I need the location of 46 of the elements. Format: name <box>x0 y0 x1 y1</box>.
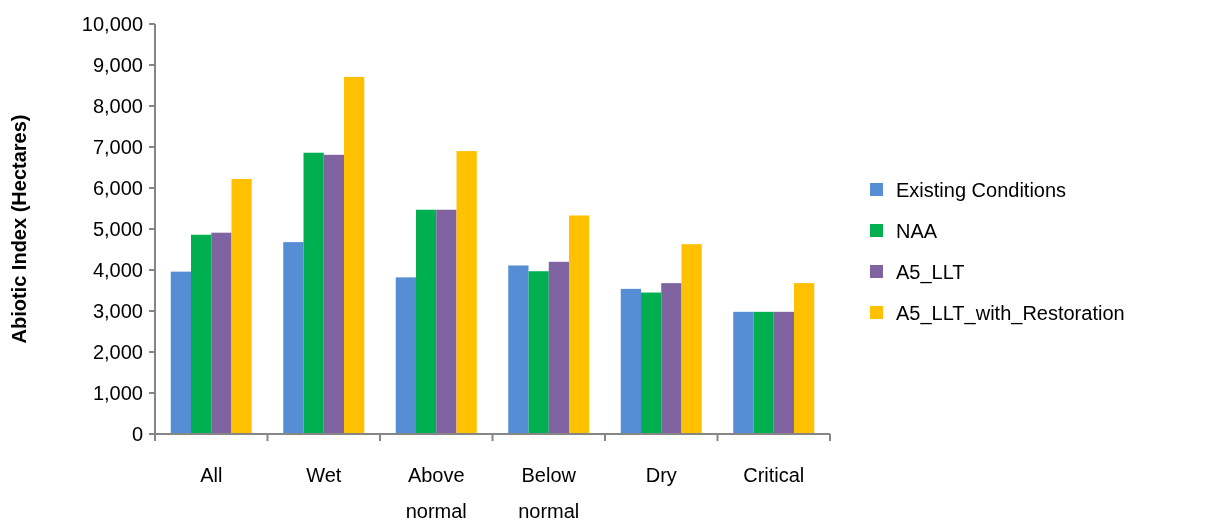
y-tick-label: 2,000 <box>92 341 143 363</box>
x-tick-label: Dry <box>645 464 677 486</box>
bar <box>794 283 815 434</box>
bar <box>733 311 754 434</box>
bar <box>773 311 794 434</box>
bar <box>456 151 477 434</box>
x-tick-label: All <box>200 464 223 486</box>
y-tick-label: 8,000 <box>92 95 143 117</box>
bar <box>528 271 549 434</box>
bar <box>681 244 702 434</box>
y-tick-label: 0 <box>131 423 143 445</box>
bar <box>548 261 569 434</box>
x-tick-label: Critical <box>743 464 805 486</box>
y-tick-label: 3,000 <box>92 300 143 322</box>
bar <box>283 242 304 434</box>
bar <box>436 209 457 434</box>
bar <box>508 265 529 434</box>
y-tick-label: 10,000 <box>81 13 143 35</box>
bar <box>191 234 212 434</box>
legend-label: A5_LLT_with_Restoration <box>896 302 1125 325</box>
legend-label: Existing Conditions <box>896 179 1067 201</box>
bar <box>170 271 191 434</box>
bar <box>753 311 774 434</box>
bar <box>395 277 416 434</box>
y-tick-label: 4,000 <box>92 259 143 281</box>
y-tick-label: 7,000 <box>92 136 143 158</box>
bar <box>344 76 365 434</box>
y-tick-label: 6,000 <box>92 177 143 199</box>
y-tick-label: 5,000 <box>92 218 143 240</box>
y-axis-title: Abiotic Index (Hectares) <box>8 114 30 344</box>
legend-label: NAA <box>896 220 938 242</box>
y-tick-label: 9,000 <box>92 54 143 76</box>
bar <box>303 152 324 434</box>
bar <box>620 288 641 434</box>
x-tick-label: Below normal <box>518 464 580 522</box>
x-tick-label: Above normal <box>405 464 467 522</box>
x-tick-label: Wet <box>306 464 342 486</box>
bar <box>569 215 590 434</box>
bar <box>211 232 232 434</box>
bar <box>416 209 437 434</box>
bar <box>323 154 344 434</box>
bar <box>661 283 682 434</box>
legend-label: A5_LLT <box>896 261 965 284</box>
y-tick-label: 1,000 <box>92 382 143 404</box>
bar <box>641 292 662 434</box>
bar <box>231 178 252 434</box>
